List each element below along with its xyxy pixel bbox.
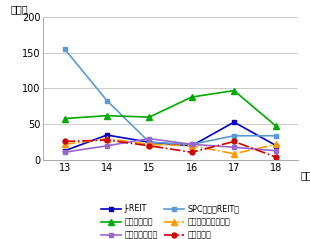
建設・不動産 <box>148 116 151 119</box>
Line: 外資系法人: 外資系法人 <box>62 138 279 160</box>
SPC・私募REIT等 <box>190 143 193 146</box>
建設・不動産 <box>105 114 109 117</box>
建設・不動産 <box>275 125 278 128</box>
Text: （年度）: （年度） <box>300 170 310 180</box>
建設・不動産 <box>190 96 193 98</box>
公共等・その他 <box>105 144 109 147</box>
Line: SPC・私募REIT等: SPC・私募REIT等 <box>62 47 279 147</box>
Line: その他の事業法人等: その他の事業法人等 <box>62 136 279 157</box>
その他の事業法人等 <box>105 137 109 140</box>
J-REIT <box>63 149 66 152</box>
建設・不動産 <box>232 89 236 92</box>
その他の事業法人等 <box>232 152 236 155</box>
建設・不動産 <box>63 117 66 120</box>
外資系法人 <box>190 151 193 154</box>
公共等・その他 <box>63 151 66 154</box>
その他の事業法人等 <box>190 144 193 147</box>
Legend: J-REIT, 建設・不動産, 公共等・その他, SPC・私募REIT等, その他の事業法人等, 外資系法人: J-REIT, 建設・不動産, 公共等・その他, SPC・私募REIT等, その… <box>100 203 241 239</box>
Line: 建設・不動産: 建設・不動産 <box>62 88 279 129</box>
外資系法人 <box>232 140 236 143</box>
SPC・私募REIT等 <box>232 134 236 137</box>
外資系法人 <box>275 156 278 159</box>
Text: （件）: （件） <box>10 4 28 14</box>
外資系法人 <box>148 144 151 147</box>
Line: J-REIT: J-REIT <box>62 120 279 153</box>
Line: 公共等・その他: 公共等・その他 <box>62 136 279 155</box>
J-REIT <box>105 134 109 136</box>
J-REIT <box>190 144 193 147</box>
外資系法人 <box>63 140 66 143</box>
公共等・その他 <box>148 137 151 140</box>
公共等・その他 <box>190 143 193 146</box>
J-REIT <box>232 121 236 124</box>
その他の事業法人等 <box>275 143 278 146</box>
SPC・私募REIT等 <box>105 99 109 102</box>
J-REIT <box>275 144 278 147</box>
SPC・私募REIT等 <box>148 141 151 144</box>
外資系法人 <box>105 139 109 141</box>
その他の事業法人等 <box>148 143 151 146</box>
公共等・その他 <box>232 146 236 149</box>
SPC・私募REIT等 <box>63 48 66 50</box>
SPC・私募REIT等 <box>275 134 278 137</box>
その他の事業法人等 <box>63 143 66 146</box>
公共等・その他 <box>275 149 278 152</box>
J-REIT <box>148 141 151 144</box>
